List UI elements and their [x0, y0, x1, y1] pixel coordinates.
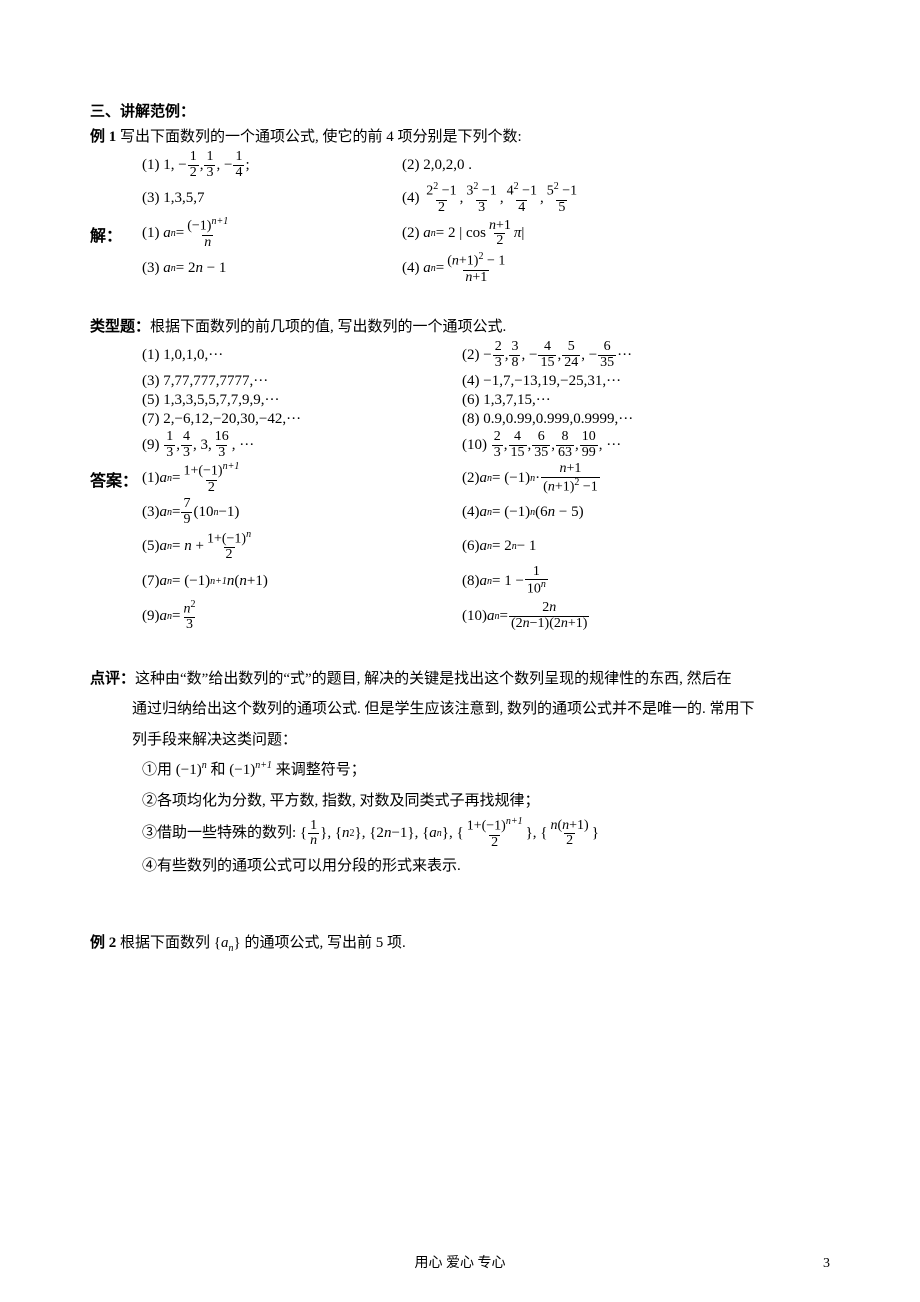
example-1-text: 写出下面数列的一个通项公式, 使它的前 4 项分别是下列个数:	[116, 129, 521, 145]
example-2-line: 例 2 根据下面数列 {an} 的通项公式, 写出前 5 项.	[90, 933, 830, 956]
lx-1: (1) 1,0,1,0,···	[142, 347, 462, 364]
lx-3: (3) 7,77,777,7777,···	[142, 373, 462, 390]
ans-5: (5) an = n + 1+(−1)n2	[142, 530, 462, 563]
dp-c4: ④有些数列的通项公式可以用分段的形式来表示.	[90, 852, 830, 881]
ans-row-4: (7) an = (−1)n+1n(n+1) (8) an = 1 − 110n	[90, 565, 830, 598]
sol-a4-num: (4)	[402, 260, 420, 277]
lx-10-num: (10)	[462, 437, 487, 454]
lx-row-3: (5) 1,3,3,5,5,7,7,9,9,··· (6) 1,3,7,15,·…	[90, 392, 830, 409]
example-1-line: 例 1 写出下面数列的一个通项公式, 使它的前 4 项分别是下列个数:	[90, 127, 830, 148]
ex1-item-4: (4) 22 −12, 32 −13, 42 −14, 52 −15	[402, 182, 580, 215]
ans-8: (8) an = 1 − 110n	[462, 565, 549, 598]
dp-c1c: 来调整符号；	[276, 762, 366, 778]
lx-row-5: (9) 13, 43, 3, 163, ··· (10) 23, 415, 63…	[90, 430, 830, 460]
example-2-label: 例 2	[90, 935, 116, 951]
ex1-item-3: (3) 1,3,5,7	[142, 190, 402, 207]
lx-row-1: (1) 1,0,1,0,··· (2) −23, 38, − 415, 524,…	[90, 340, 830, 370]
ans-9: (9) an = n23	[142, 600, 462, 633]
ex1-row-2: (3) 1,3,5,7 (4) 22 −12, 32 −13, 42 −14, …	[90, 182, 830, 215]
commentary-block: 点评：这种由“数”给出数列的“式”的题目, 解决的关键是找出这个数列呈现的规律性…	[90, 665, 830, 881]
lx-9-num: (9)	[142, 437, 160, 454]
ans-2: (2) an = (−1)n · n+1(n+1)2 −1	[462, 462, 601, 495]
lx-2: (2) −23, 38, − 415, 524, − 635 ···	[462, 340, 632, 370]
section-heading: 三、讲解范例：	[90, 100, 830, 121]
dp-l1: 这种由“数”给出数列的“式”的题目, 解决的关键是找出这个数列呈现的规律性的东西…	[135, 671, 732, 687]
lx-row-4: (7) 2,−6,12,−20,30,−42,··· (8) 0.9,0.99,…	[90, 411, 830, 428]
ex1-row-1: (1) 1, − 12, 13, − 14 ; (2) 2,0,2,0 .	[90, 150, 830, 180]
page: 三、讲解范例： 例 1 写出下面数列的一个通项公式, 使它的前 4 项分别是下列…	[0, 0, 920, 1302]
lx-8: (8) 0.9,0.99,0.999,0.9999,···	[462, 411, 633, 428]
ans-3: (3) an = 79(10n −1)	[142, 497, 462, 527]
example-1-label: 例 1	[90, 129, 116, 145]
lx-9: (9) 13, 43, 3, 163, ···	[142, 430, 462, 460]
lx-2-num: (2)	[462, 347, 480, 364]
ans-1: (1) an = 1+(−1)n+12	[142, 462, 462, 495]
lx-7: (7) 2,−6,12,−20,30,−42,···	[142, 411, 462, 428]
dp-l3: 列手段来解决这类问题：	[90, 726, 830, 755]
dp-label: 点评：	[90, 671, 135, 687]
ans-label: 答案：	[90, 467, 142, 491]
ex1-item-2: (2) 2,0,2,0 .	[402, 157, 472, 174]
solution-row-1: 解： (1) an = (−1)n+1n (2) an = 2 | cos n+…	[90, 217, 830, 250]
sol-a4: (4) an = (n+1)2 − 1n+1	[402, 252, 508, 285]
lx-10: (10) 23, 415, 635, 863, 1099, ···	[462, 430, 621, 460]
ans-row-5: (9) an = n23 (10) an = 2n(2n−1)(2n+1)	[90, 600, 830, 633]
lx-5: (5) 1,3,3,5,5,7,7,9,9,···	[142, 392, 462, 409]
sol-a1: (1) an = (−1)n+1n	[142, 217, 402, 250]
sol-a3-num: (3)	[142, 260, 160, 277]
page-number: 3	[823, 1256, 830, 1272]
sol-a1-num: (1)	[142, 225, 160, 242]
lx-6: (6) 1,3,7,15,···	[462, 392, 551, 409]
dp-c1a: ①用	[142, 762, 172, 778]
ans-row-3: (5) an = n + 1+(−1)n2 (6) an = 2n − 1	[90, 530, 830, 563]
dp-c1: ①用 (−1)n 和 (−1)n+1 来调整符号；	[90, 756, 830, 785]
solution-row-2: (3) an = 2n − 1 (4) an = (n+1)2 − 1n+1	[90, 252, 830, 285]
ans-4: (4) an = (−1)n(6n − 5)	[462, 504, 584, 521]
ans-7: (7) an = (−1)n+1n(n+1)	[142, 573, 462, 590]
dp-c3a: ③借助一些特殊的数列:	[142, 819, 296, 848]
dp-line-1: 点评：这种由“数”给出数列的“式”的题目, 解决的关键是找出这个数列呈现的规律性…	[90, 665, 830, 694]
type-text: 根据下面数列的前几项的值, 写出数列的一个通项公式.	[150, 319, 506, 335]
dp-c3: ③借助一些特殊的数列: {1n}, {n2}, {2n−1}, {an}, {1…	[90, 817, 830, 850]
footer: 用心 爱心 专心	[0, 1252, 920, 1272]
sol-a2-num: (2)	[402, 225, 420, 242]
example-2-text2: 的通项公式, 写出前 5 项.	[244, 935, 405, 951]
ans-row-1: 答案： (1) an = 1+(−1)n+12 (2) an = (−1)n ·…	[90, 462, 830, 495]
ans-6: (6) an = 2n − 1	[462, 538, 536, 555]
dp-c1b: 和	[210, 762, 225, 778]
sol-a3: (3) an = 2n − 1	[142, 260, 402, 277]
sol-a2: (2) an = 2 | cos n+12 π |	[402, 219, 524, 249]
ex1-item-1: (1) 1, − 12, 13, − 14 ;	[142, 150, 402, 180]
ans-10: (10) an = 2n(2n−1)(2n+1)	[462, 601, 590, 631]
ans-row-2: (3) an = 79(10n −1) (4) an = (−1)n(6n − …	[90, 497, 830, 527]
example-2-text: 根据下面数列	[116, 935, 210, 951]
solution-label: 解：	[90, 222, 142, 246]
ex1-p1-num: (1)	[142, 157, 160, 174]
dp-l2: 通过归纳给出这个数列的通项公式. 但是学生应该注意到, 数列的通项公式并不是唯一…	[90, 695, 830, 724]
type-label: 类型题：	[90, 319, 150, 335]
dp-c2: ②各项均化为分数, 平方数, 指数, 对数及同类式子再找规律；	[90, 787, 830, 816]
ex1-p4-num: (4)	[402, 190, 420, 207]
lx-row-2: (3) 7,77,777,7777,··· (4) −1,7,−13,19,−2…	[90, 373, 830, 390]
type-line: 类型题：根据下面数列的前几项的值, 写出数列的一个通项公式.	[90, 317, 830, 338]
lx-4: (4) −1,7,−13,19,−25,31,···	[462, 373, 621, 390]
